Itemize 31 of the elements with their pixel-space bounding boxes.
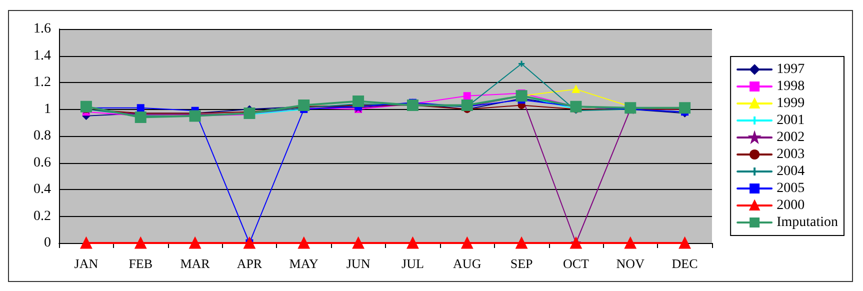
- x-tick-label: JUL: [402, 256, 424, 271]
- y-tick-label: 0.8: [34, 128, 51, 144]
- legend-label: 1997: [776, 62, 805, 77]
- legend-label: 2000: [776, 198, 805, 213]
- legend-label: 2001: [776, 113, 805, 128]
- x-tick-label: OCT: [562, 256, 590, 271]
- x-tick-label: APR: [236, 256, 262, 271]
- y-tick-label: 1.6: [34, 22, 51, 36]
- legend-label: 2005: [776, 181, 805, 196]
- y-tick-label: 0: [44, 236, 51, 250]
- x-tick-label: SEP: [510, 256, 533, 271]
- x-tick-label: FEB: [128, 256, 153, 271]
- legend-label: Imputation: [776, 215, 838, 230]
- legend-label: 1999: [776, 96, 805, 111]
- y-tick-label: 0.6: [34, 155, 51, 170]
- x-tick-label: MAY: [289, 256, 320, 271]
- y-tick-label: 1.4: [34, 48, 51, 64]
- y-tick-label: 0.4: [34, 182, 51, 197]
- x-tick-label: NOV: [616, 256, 646, 271]
- y-tick-label: 1.2: [34, 75, 51, 90]
- legend-label: 2002: [776, 130, 805, 145]
- x-tick-label: AUG: [453, 256, 482, 271]
- x-tick-label: DEC: [672, 256, 698, 271]
- x-tick-label: MAR: [180, 256, 210, 271]
- x-tick-label: JUN: [346, 256, 371, 271]
- legend-label: 1998: [776, 79, 805, 94]
- x-tick-label: JAN: [74, 256, 99, 271]
- y-tick-label: 1: [44, 102, 51, 117]
- y-tick-label: 0.2: [34, 208, 51, 224]
- legend-label: 2004: [776, 164, 805, 179]
- legend-label: 2003: [776, 147, 805, 162]
